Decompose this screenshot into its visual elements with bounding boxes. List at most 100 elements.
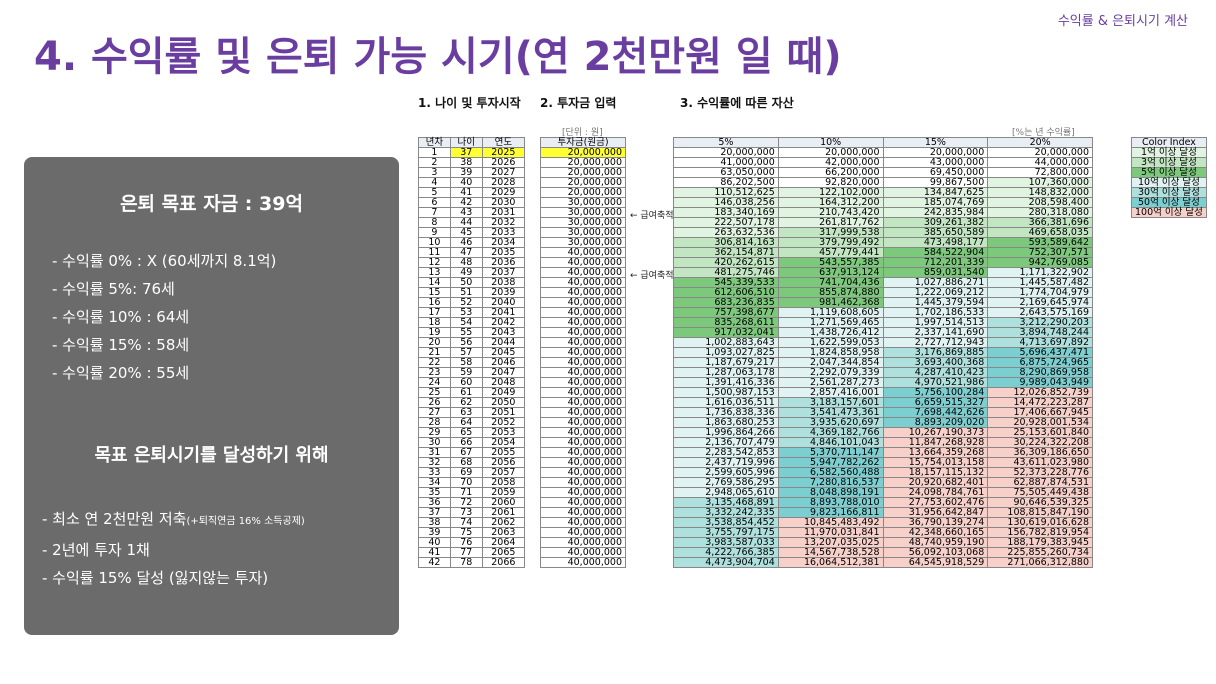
year-cell: 2033 (481, 227, 526, 238)
table-row: 40,000,000 (540, 447, 626, 458)
asset-cell-r10: 3,935,620,697 (777, 417, 884, 428)
asset-cell-r5: 1,002,883,643 (673, 337, 779, 348)
year-cell: 2057 (481, 467, 526, 478)
table-row: 10 46 2034 (418, 237, 526, 248)
asset-cell-r20: 225,855,260,734 (987, 547, 1093, 558)
year-cell: 2058 (481, 477, 526, 488)
asset-cell-r10: 1,438,726,412 (777, 327, 884, 338)
asset-cell-r15: 134,847,625 (882, 187, 989, 198)
asset-cell-r10: 122,102,000 (777, 187, 884, 198)
asset-cell-r10: 66,200,000 (777, 167, 884, 178)
table-row: 12 48 2036 (418, 257, 526, 268)
asset-cell-r5: 545,339,533 (673, 277, 779, 288)
section-label-age: 1. 나이 및 투자시작 (418, 96, 521, 110)
age-cell: 51 (449, 287, 483, 298)
table-row: 41 77 2065 (418, 547, 526, 558)
year-no-cell: 7 (418, 207, 451, 218)
age-cell: 66 (449, 437, 483, 448)
table-row: 40,000,000 (540, 507, 626, 518)
asset-cell-r5: 2,948,065,610 (673, 487, 779, 498)
age-cell: 68 (449, 457, 483, 468)
year-cell: 2055 (481, 447, 526, 458)
investment-cell: 40,000,000 (540, 537, 626, 548)
table-row: 22 58 2046 (418, 357, 526, 368)
asset-cell-r5: 1,863,680,253 (673, 417, 779, 428)
year-no-cell: 14 (418, 277, 451, 288)
age-cell: 53 (449, 307, 483, 318)
asset-cell-r15: 1,445,379,594 (882, 297, 989, 308)
year-no-cell: 2 (418, 157, 451, 168)
year-cell: 2043 (481, 327, 526, 338)
asset-cell-r10: 637,913,124 (777, 267, 884, 278)
year-no-cell: 8 (418, 217, 451, 228)
asset-cell-r15: 31,956,642,847 (882, 507, 989, 518)
investment-cell: 40,000,000 (540, 487, 626, 498)
table-row: 40,000,000 (540, 387, 626, 398)
strategy-main: - 최소 연 2천만원 저축 (42, 510, 187, 528)
legend-row: 5억 이상 달성 (1131, 167, 1207, 178)
age-cell: 46 (449, 237, 483, 248)
table-row: 1,863,680,253 3,935,620,697 8,893,209,020 2… (673, 417, 1093, 428)
asset-cell-r5: 1,500,987,153 (673, 387, 779, 398)
asset-cell-r20: 593,589,642 (987, 237, 1093, 248)
rate-item: - 수익률 0% : X (60세까지 8.1억) (52, 252, 277, 270)
summary-panel: 은퇴 목표 자금 : 39억 - 수익률 0% : X (60세까지 8.1억)… (24, 157, 399, 635)
asset-table: 5% 10% 15% 20% 20,000,000 20,000,000 20,00… (673, 137, 1093, 568)
table-row: 683,236,835 981,462,368 1,445,379,594 2,169… (673, 297, 1093, 308)
col-header-rate-5: 5% (673, 137, 779, 148)
year-cell: 2050 (481, 397, 526, 408)
investment-cell: 40,000,000 (540, 287, 626, 298)
strategy-heading: 목표 은퇴시기를 달성하기 위해 (94, 445, 329, 466)
year-cell: 2047 (481, 367, 526, 378)
investment-cell: 40,000,000 (540, 297, 626, 308)
asset-cell-r5: 683,236,835 (673, 297, 779, 308)
asset-cell-r10: 8,893,788,010 (777, 497, 884, 508)
asset-cell-r10: 10,845,483,492 (777, 517, 884, 528)
investment-cell: 40,000,000 (540, 547, 626, 558)
asset-cell-r15: 473,498,177 (882, 237, 989, 248)
asset-cell-r5: 183,340,169 (673, 207, 779, 218)
asset-cell-r10: 8,048,898,191 (777, 487, 884, 498)
table-row: 612,606,510 855,874,880 1,222,069,212 1,774… (673, 287, 1093, 298)
table-row: 146,038,256 164,312,200 185,074,769 208,598… (673, 197, 1093, 208)
year-cell: 2034 (481, 237, 526, 248)
asset-cell-r5: 86,202,500 (673, 177, 779, 188)
asset-cell-r5: 4,222,766,385 (673, 547, 779, 558)
color-legend: Color Index 1억 이상 달성 3억 이상 달성 5억 이상 달성 10억 … (1131, 137, 1207, 218)
investment-cell: 40,000,000 (540, 387, 626, 398)
table-row: 40,000,000 (540, 367, 626, 378)
asset-cell-r10: 210,743,420 (777, 207, 884, 218)
table-row: 36 72 2060 (418, 497, 526, 508)
investment-cell: 40,000,000 (540, 367, 626, 378)
year-no-cell: 5 (418, 187, 451, 198)
strategy-list: - 최소 연 2천만원 저축(+퇴직연금 16% 소득공제) - 2년에 투자 … (42, 505, 305, 592)
asset-cell-r10: 11,970,031,841 (777, 527, 884, 538)
table-row: 183,340,169 210,743,420 242,835,984 280,318… (673, 207, 1093, 218)
year-cell: 2054 (481, 437, 526, 448)
table-row: 40,000,000 (540, 337, 626, 348)
asset-cell-r15: 27,753,602,476 (882, 497, 989, 508)
asset-cell-r10: 16,064,512,381 (777, 557, 884, 568)
legend-row: 10억 이상 달성 (1131, 177, 1207, 188)
table-row: 11 47 2035 (418, 247, 526, 258)
asset-cell-r5: 2,136,707,479 (673, 437, 779, 448)
investment-cell: 40,000,000 (540, 317, 626, 328)
asset-cell-r20: 44,000,000 (987, 157, 1093, 168)
asset-cell-r15: 385,650,589 (882, 227, 989, 238)
table-row: 1 37 2025 (418, 147, 526, 158)
year-cell: 2027 (481, 167, 526, 178)
asset-cell-r20: 62,887,874,531 (987, 477, 1093, 488)
age-cell: 78 (449, 557, 483, 568)
asset-cell-r5: 1,736,838,336 (673, 407, 779, 418)
asset-cell-r20: 280,318,080 (987, 207, 1093, 218)
legend-item: 5억 이상 달성 (1131, 167, 1207, 178)
investment-cell: 40,000,000 (540, 447, 626, 458)
col-header-rate-20: 20% (987, 137, 1093, 148)
investment-cell: 20,000,000 (540, 147, 626, 158)
year-no-cell: 16 (418, 297, 451, 308)
asset-cell-r20: 30,224,322,208 (987, 437, 1093, 448)
asset-cell-r10: 5,947,782,262 (777, 457, 884, 468)
asset-cell-r15: 10,267,190,373 (882, 427, 989, 438)
col-header-rate-10: 10% (777, 137, 884, 148)
year-cell: 2066 (481, 557, 526, 568)
